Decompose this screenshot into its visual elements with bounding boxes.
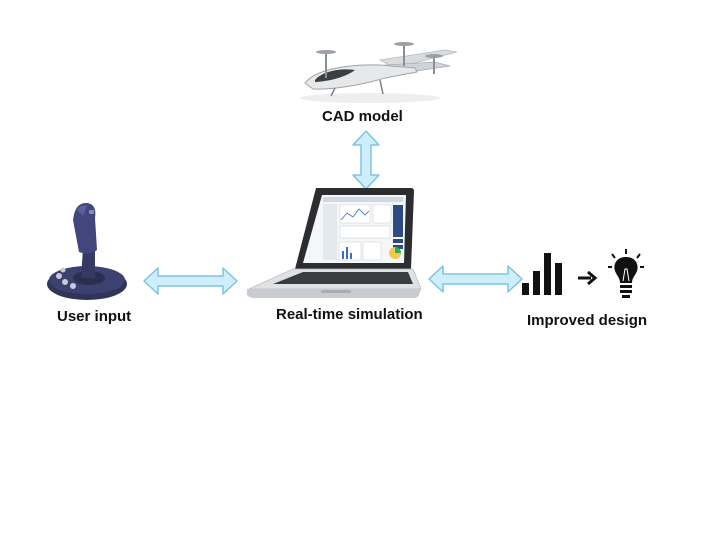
joystick-icon (47, 202, 127, 300)
bar-chart-icon (522, 253, 562, 295)
user-input-label: User input (57, 308, 132, 325)
aircraft-icon (300, 42, 458, 103)
input-simulation-arrow (143, 267, 238, 295)
simulation-label: Real-time simulation (276, 306, 423, 323)
cad-simulation-arrow (352, 130, 380, 190)
lightbulb-icon (608, 249, 644, 298)
improved-design-label: Improved design (527, 312, 648, 329)
cad-model-label: CAD model (322, 108, 403, 125)
right-arrow-icon (578, 270, 598, 286)
laptop-icon (247, 188, 422, 298)
chart-to-lightbulb-icon (522, 249, 644, 298)
simulation-design-arrow (428, 265, 523, 293)
